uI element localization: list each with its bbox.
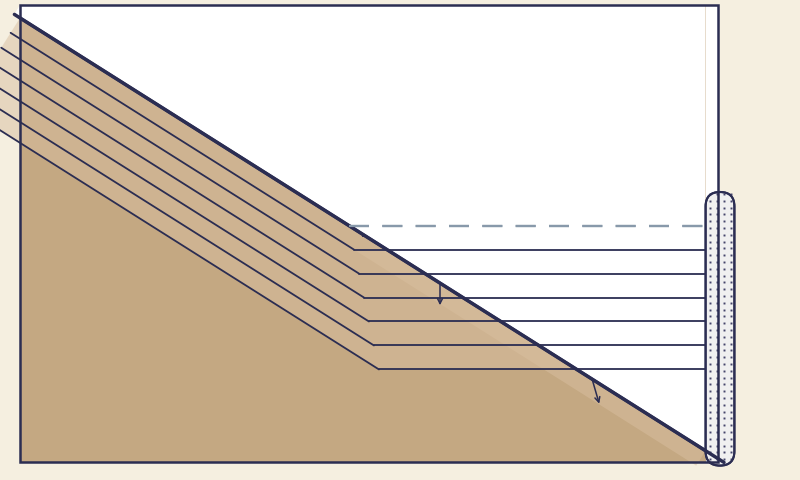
Polygon shape (0, 62, 706, 322)
Polygon shape (349, 226, 706, 462)
Polygon shape (2, 33, 706, 274)
Bar (20, 5, 718, 462)
Text: Frente del delta: Frente del delta (362, 174, 563, 237)
Polygon shape (0, 77, 706, 346)
Bar (20, 5, 718, 462)
Text: Depósitos de la cabecera del delta: Depósitos de la cabecera del delta (115, 19, 333, 76)
Text: Depósitos
de corrientes
de densidad: Depósitos de corrientes de densidad (518, 247, 602, 402)
Polygon shape (10, 18, 706, 466)
Polygon shape (0, 92, 706, 370)
FancyBboxPatch shape (706, 192, 734, 466)
Polygon shape (20, 5, 706, 462)
Polygon shape (0, 48, 706, 298)
Polygon shape (14, 5, 706, 451)
Text: Nivel de la superficie del agua: Nivel de la superficie del agua (401, 47, 591, 218)
Text: Depósitos de fondo
y corrientes de densidad: Depósitos de fondo y corrientes de densi… (362, 155, 518, 303)
